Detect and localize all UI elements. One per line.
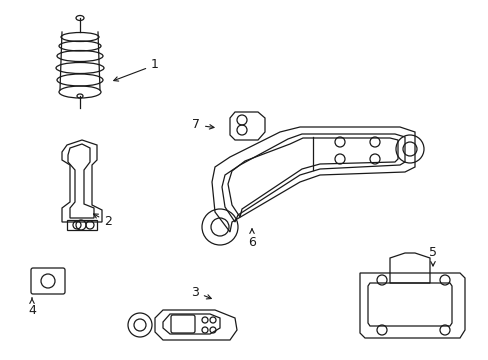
Text: 1: 1 xyxy=(114,58,159,81)
Text: 7: 7 xyxy=(192,118,214,131)
Text: 5: 5 xyxy=(428,246,436,266)
Text: 4: 4 xyxy=(28,298,36,316)
Text: 6: 6 xyxy=(247,229,255,248)
Text: 3: 3 xyxy=(191,285,211,299)
Text: 2: 2 xyxy=(93,214,112,229)
